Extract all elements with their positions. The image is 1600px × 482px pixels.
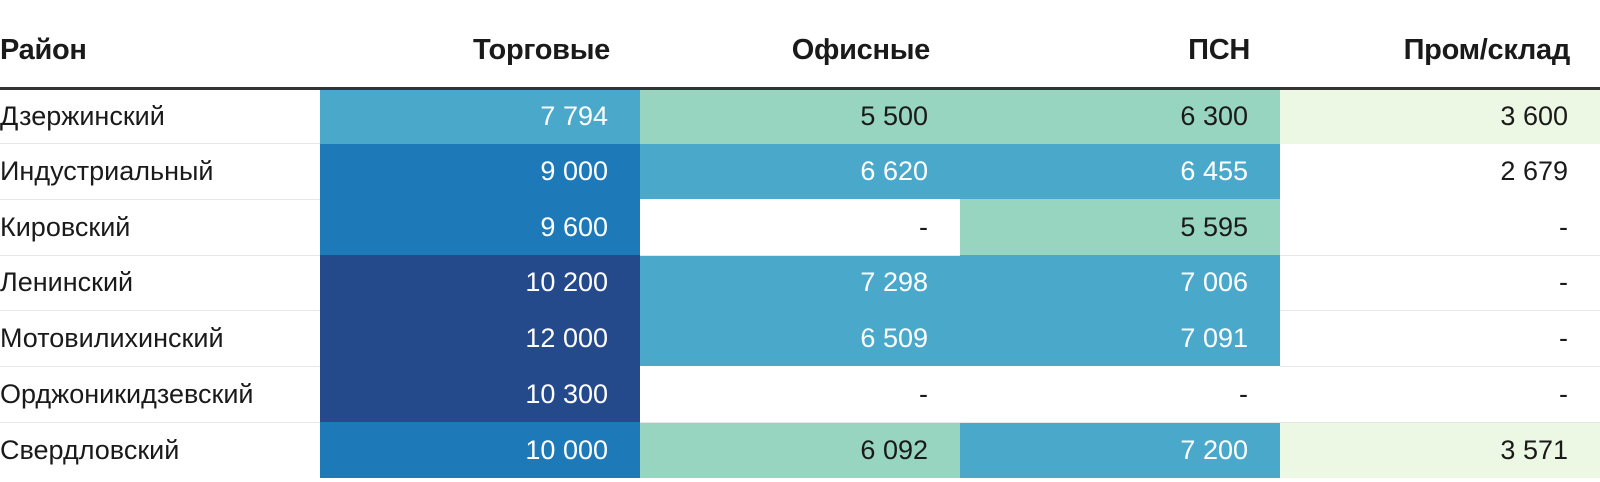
district-name-cell: Мотовилихинский	[0, 310, 320, 367]
table-row: Орджоникидзевский 10 300- - -	[0, 366, 1600, 423]
value-cell: 7 298	[640, 255, 960, 311]
value-cell: 7 794	[320, 88, 640, 144]
value-cell: 2 679	[1280, 143, 1600, 200]
header-row: Район Торговые Офисные ПСН Пром/склад	[0, 0, 1600, 90]
value-cell: -	[1280, 255, 1600, 312]
district-name-cell: Индустриальный	[0, 143, 320, 200]
value-cell: 5 595	[960, 199, 1280, 256]
value-cell: 5 500	[640, 88, 960, 144]
table-row: Индустриальный 9 000 6 620 6 455 2 679	[0, 143, 1600, 200]
value-cell: -	[1280, 366, 1600, 423]
value-cell: -	[1280, 199, 1600, 256]
column-header-district: Район	[0, 0, 320, 90]
value-cell: 9 000	[320, 143, 640, 200]
table-row: Ленинский 10 200 7 298 7 006-	[0, 255, 1600, 312]
column-header-office: Офисные	[640, 0, 960, 90]
table-row: Кировский 9 600-5 595-	[0, 199, 1600, 256]
value-cell: 6 620	[640, 143, 960, 200]
district-name-cell: Ленинский	[0, 255, 320, 312]
value-cell: 6 455	[960, 143, 1280, 200]
value-cell: 3 600	[1280, 88, 1600, 144]
column-header-psn: ПСН	[960, 0, 1280, 90]
value-cell: 9 600	[320, 199, 640, 256]
value-cell: 12 000	[320, 310, 640, 367]
value-cell: 7 006	[960, 255, 1280, 311]
district-name-cell: Орджоникидзевский	[0, 366, 320, 423]
table-row: Мотовилихинский 12 000 6 509 7 091-	[0, 310, 1600, 367]
column-header-industrial-warehouse: Пром/склад	[1280, 0, 1600, 90]
value-cell: 7 091	[960, 310, 1280, 367]
district-name-cell: Дзержинский	[0, 88, 320, 145]
value-cell: 10 200	[320, 255, 640, 311]
value-cell: 6 509	[640, 310, 960, 367]
value-cell: 10 000	[320, 422, 640, 478]
value-cell: 6 300	[960, 88, 1280, 144]
value-cell: -	[640, 199, 960, 256]
column-header-retail: Торговые	[320, 0, 640, 90]
value-cell: 6 092	[640, 422, 960, 478]
value-cell: 3 571	[1280, 422, 1600, 478]
value-cell: -	[640, 366, 960, 423]
table-row: Дзержинский 7 794 5 500 6 300 3 600	[0, 88, 1600, 145]
value-cell: -	[960, 366, 1280, 423]
table-body: Дзержинский 7 794 5 500 6 300 3 600 Индустриа…	[0, 88, 1600, 478]
value-cell: 10 300	[320, 366, 640, 423]
value-cell: 7 200	[960, 422, 1280, 478]
table-row: Свердловский 10 000 6 092 7 200 3 571	[0, 422, 1600, 478]
value-cell: -	[1280, 310, 1600, 367]
district-name-cell: Кировский	[0, 199, 320, 256]
table-header: Район Торговые Офисные ПСН Пром/склад	[0, 0, 1600, 90]
district-name-cell: Свердловский	[0, 422, 320, 478]
